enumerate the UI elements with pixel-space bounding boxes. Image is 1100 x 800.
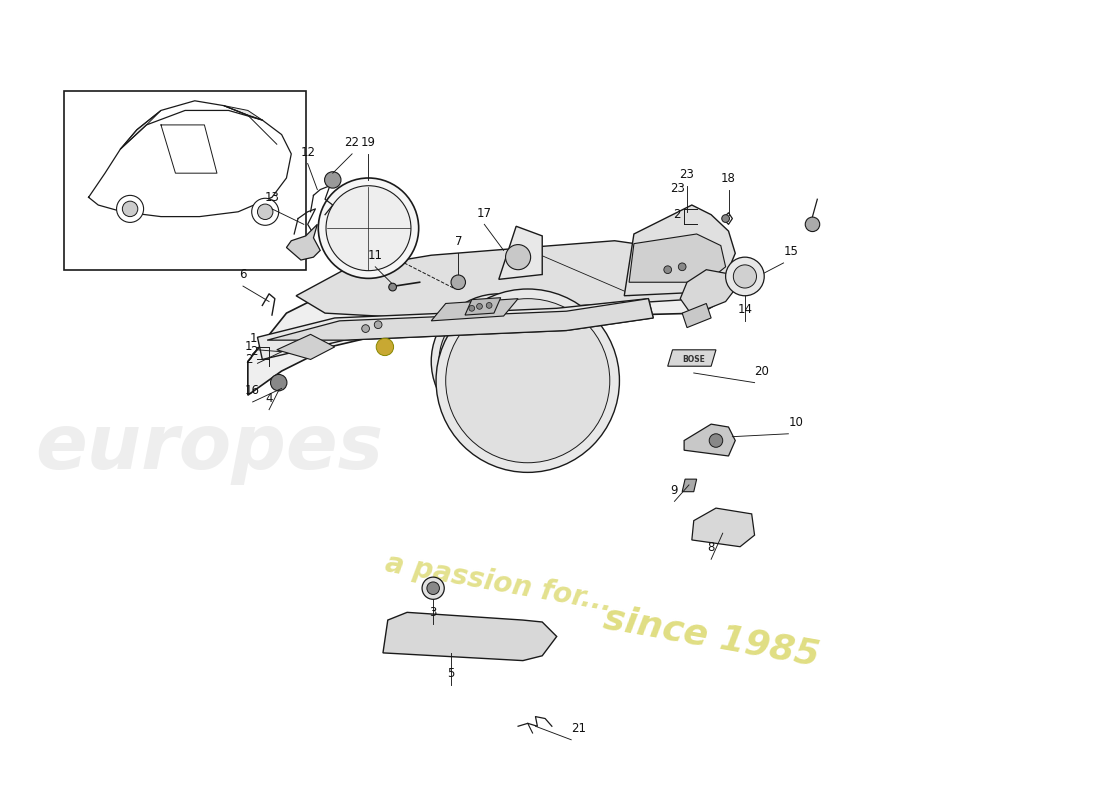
Text: 5: 5 <box>447 667 454 680</box>
Text: 2: 2 <box>250 346 257 358</box>
Circle shape <box>805 217 820 231</box>
Text: 7: 7 <box>454 235 462 249</box>
Circle shape <box>374 321 382 329</box>
Polygon shape <box>668 350 716 366</box>
Text: 14: 14 <box>737 303 752 316</box>
Text: 18: 18 <box>722 172 736 185</box>
Circle shape <box>722 214 729 222</box>
Circle shape <box>324 172 341 188</box>
Polygon shape <box>625 205 735 296</box>
Circle shape <box>663 266 672 274</box>
Text: since 1985: since 1985 <box>601 601 822 672</box>
Circle shape <box>506 245 530 270</box>
Bar <box>65 91 306 270</box>
Circle shape <box>388 283 396 291</box>
Polygon shape <box>498 226 542 279</box>
Text: 23: 23 <box>680 168 694 181</box>
Text: 12: 12 <box>300 146 316 158</box>
Text: 21: 21 <box>571 722 586 735</box>
Text: 8: 8 <box>707 542 715 554</box>
Circle shape <box>431 294 566 429</box>
Circle shape <box>710 434 723 447</box>
Text: 1: 1 <box>245 341 253 354</box>
Text: 10: 10 <box>789 416 803 429</box>
Circle shape <box>726 257 764 296</box>
Circle shape <box>422 577 444 599</box>
Polygon shape <box>383 612 557 661</box>
Text: 13: 13 <box>264 191 279 204</box>
Circle shape <box>476 303 483 310</box>
Text: 4: 4 <box>265 392 273 405</box>
Text: 15: 15 <box>783 245 799 258</box>
Polygon shape <box>267 298 653 340</box>
Circle shape <box>446 298 609 462</box>
Text: 6: 6 <box>240 268 246 282</box>
Circle shape <box>734 265 757 288</box>
Text: 9: 9 <box>671 483 679 497</box>
Text: 11: 11 <box>367 249 383 262</box>
Text: 23: 23 <box>670 182 685 195</box>
Text: 2: 2 <box>673 208 681 221</box>
Circle shape <box>362 325 370 333</box>
Text: 19: 19 <box>361 136 376 149</box>
Polygon shape <box>286 224 320 260</box>
Circle shape <box>122 201 138 217</box>
Circle shape <box>469 306 475 311</box>
Polygon shape <box>431 298 518 321</box>
Polygon shape <box>684 424 735 456</box>
Circle shape <box>376 338 394 356</box>
Polygon shape <box>682 479 696 492</box>
Polygon shape <box>680 270 735 315</box>
Text: 2: 2 <box>245 353 253 366</box>
Text: europes: europes <box>35 411 383 486</box>
Polygon shape <box>296 241 726 318</box>
Circle shape <box>271 374 287 391</box>
Circle shape <box>679 263 686 270</box>
Polygon shape <box>248 254 726 395</box>
Circle shape <box>451 275 465 290</box>
Text: 16: 16 <box>245 384 261 397</box>
Text: 1: 1 <box>250 332 257 345</box>
Text: 22: 22 <box>344 136 360 149</box>
Circle shape <box>252 198 278 226</box>
Circle shape <box>486 302 492 308</box>
Circle shape <box>436 289 619 472</box>
Circle shape <box>257 204 273 219</box>
Circle shape <box>427 582 439 594</box>
Polygon shape <box>257 298 653 359</box>
Text: 17: 17 <box>476 206 492 219</box>
Circle shape <box>117 195 144 222</box>
Circle shape <box>318 178 419 278</box>
Polygon shape <box>692 508 755 546</box>
Polygon shape <box>120 110 161 149</box>
Polygon shape <box>682 303 711 328</box>
Text: a passion for...: a passion for... <box>383 550 615 617</box>
Circle shape <box>326 186 411 270</box>
Text: 3: 3 <box>429 606 437 619</box>
Polygon shape <box>465 298 501 315</box>
Circle shape <box>439 302 559 422</box>
Text: 20: 20 <box>755 365 769 378</box>
Polygon shape <box>277 334 334 359</box>
Polygon shape <box>223 106 262 120</box>
Text: BOSE: BOSE <box>682 355 705 364</box>
Polygon shape <box>629 234 726 282</box>
